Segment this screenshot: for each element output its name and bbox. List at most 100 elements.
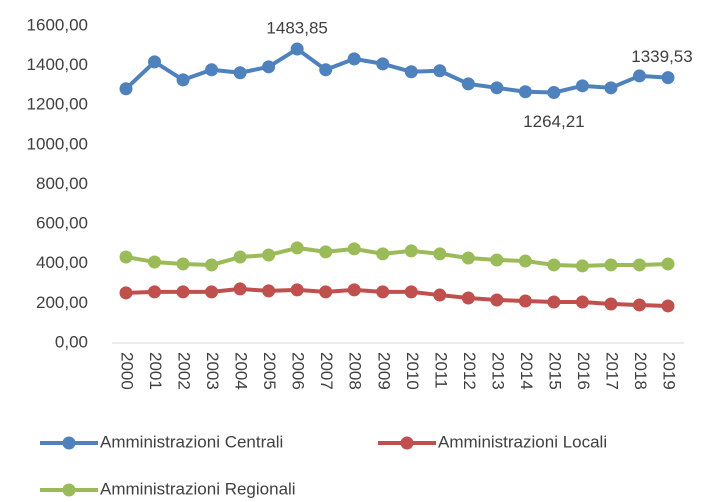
data-point (290, 42, 304, 56)
data-point (290, 283, 304, 297)
y-tick-label: 1000,00 (27, 134, 88, 153)
data-point (233, 282, 247, 296)
data-point (233, 250, 247, 264)
x-tick-label: 2004 (232, 352, 251, 390)
legend-marker (62, 483, 76, 497)
data-point (547, 258, 561, 272)
data-point (575, 259, 589, 273)
data-point (632, 298, 646, 312)
data-point (176, 285, 190, 299)
data-point (661, 71, 675, 85)
data-point (404, 65, 418, 79)
data-point (205, 285, 219, 299)
data-point (575, 295, 589, 309)
data-point (347, 52, 361, 66)
data-point (547, 295, 561, 309)
data-point (233, 66, 247, 80)
x-tick-label: 2015 (545, 352, 564, 390)
data-point (319, 245, 333, 259)
data-point (404, 244, 418, 258)
data-label: 1339,53 (631, 47, 692, 66)
data-point (632, 258, 646, 272)
data-point (176, 257, 190, 271)
legend-label: Amministrazioni Regionali (100, 479, 296, 498)
x-tick-label: 2011 (431, 352, 450, 389)
data-point (490, 293, 504, 307)
legend-marker (62, 436, 76, 450)
data-point (376, 247, 390, 261)
data-point (176, 73, 190, 87)
data-point (604, 297, 618, 311)
data-label: 1264,21 (523, 112, 584, 131)
data-point (461, 251, 475, 265)
y-tick-label: 0,00 (55, 332, 88, 351)
data-point (461, 291, 475, 305)
x-tick-label: 2012 (460, 352, 479, 390)
x-tick-label: 2000 (118, 352, 137, 390)
data-point (604, 81, 618, 95)
data-point (262, 60, 276, 74)
x-tick-label: 2005 (260, 352, 279, 390)
x-tick-label: 2003 (203, 352, 222, 390)
data-point (347, 283, 361, 297)
y-tick-label: 1600,00 (27, 15, 88, 34)
data-point (661, 299, 675, 313)
data-point (376, 285, 390, 299)
data-point (518, 254, 532, 268)
x-tick-label: 2017 (602, 352, 621, 390)
data-point (632, 69, 646, 83)
data-point (604, 258, 618, 272)
data-point (461, 77, 475, 91)
data-point (148, 55, 162, 69)
legend-label: Amministrazioni Locali (438, 432, 607, 451)
data-point (547, 86, 561, 100)
x-tick-label: 2001 (146, 352, 165, 390)
data-point (148, 255, 162, 269)
y-tick-label: 400,00 (36, 253, 88, 272)
legend-label: Amministrazioni Centrali (100, 432, 283, 451)
data-point (433, 247, 447, 261)
data-point (376, 57, 390, 71)
data-label: 1483,85 (266, 18, 327, 37)
y-tick-label: 200,00 (36, 293, 88, 312)
x-tick-label: 2018 (631, 352, 650, 390)
x-tick-label: 2002 (175, 352, 194, 390)
data-point (490, 81, 504, 95)
x-tick-label: 2006 (289, 352, 308, 390)
data-point (347, 242, 361, 256)
x-tick-label: 2016 (574, 352, 593, 390)
data-point (661, 257, 675, 271)
x-tick-label: 2014 (517, 352, 536, 390)
data-point (575, 79, 589, 93)
data-point (119, 250, 133, 264)
data-point (262, 248, 276, 262)
data-point (290, 241, 304, 255)
y-tick-label: 1200,00 (27, 95, 88, 114)
data-point (433, 288, 447, 302)
data-point (433, 64, 447, 78)
legend-marker (400, 436, 414, 450)
data-point (148, 285, 162, 299)
y-tick-label: 1400,00 (27, 55, 88, 74)
data-point (205, 258, 219, 272)
data-point (119, 286, 133, 300)
data-point (518, 294, 532, 308)
x-tick-label: 2009 (374, 352, 393, 390)
data-point (119, 82, 133, 96)
data-point (518, 85, 532, 99)
x-tick-label: 2019 (660, 352, 679, 390)
y-tick-label: 600,00 (36, 214, 88, 233)
data-point (404, 285, 418, 299)
x-tick-label: 2013 (488, 352, 507, 390)
x-tick-label: 2010 (403, 352, 422, 390)
data-point (205, 63, 219, 77)
data-point (319, 285, 333, 299)
data-point (319, 63, 333, 77)
x-tick-label: 2008 (346, 352, 365, 390)
data-point (490, 253, 504, 267)
y-tick-label: 800,00 (36, 174, 88, 193)
x-tick-label: 2007 (317, 352, 336, 390)
data-point (262, 284, 276, 298)
